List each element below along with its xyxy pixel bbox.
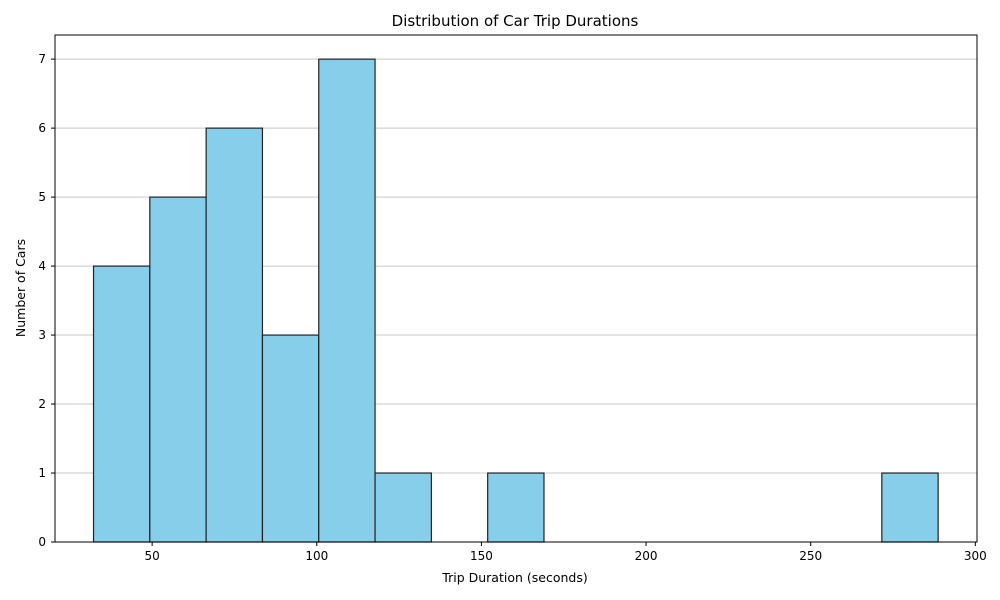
y-tick-label: 5 [38,190,46,204]
y-tick-label: 1 [38,466,46,480]
histogram-bar [374,472,432,543]
x-axis-ticks: 50 100 150 200 250 300 [144,542,987,563]
histogram-bar [881,472,939,543]
y-tick-label: 2 [38,397,46,411]
y-tick-label: 0 [38,535,46,549]
y-tick-label: 3 [38,328,46,342]
y-tick-label: 4 [38,259,46,273]
histogram-bar [92,265,151,543]
x-tick-label: 50 [144,549,159,563]
bars [92,58,939,543]
histogram-bar [205,127,264,543]
histogram-bar [261,334,320,543]
histogram-bar [487,472,545,543]
x-tick-label: 100 [305,549,328,563]
x-tick-label: 150 [470,549,493,563]
y-axis-label: Number of Cars [13,239,28,337]
x-tick-label: 250 [799,549,822,563]
x-tick-label: 300 [964,549,987,563]
y-tick-label: 7 [38,52,46,66]
histogram-bar [149,196,207,543]
y-axis-ticks: 0 1 2 3 4 5 6 7 [38,52,55,549]
x-tick-label: 200 [635,549,658,563]
x-axis-label: Trip Duration (seconds) [441,570,587,585]
y-tick-label: 6 [38,121,46,135]
chart-title: Distribution of Car Trip Durations [392,12,639,30]
histogram-bar [318,58,376,543]
plot-frame [54,34,978,543]
